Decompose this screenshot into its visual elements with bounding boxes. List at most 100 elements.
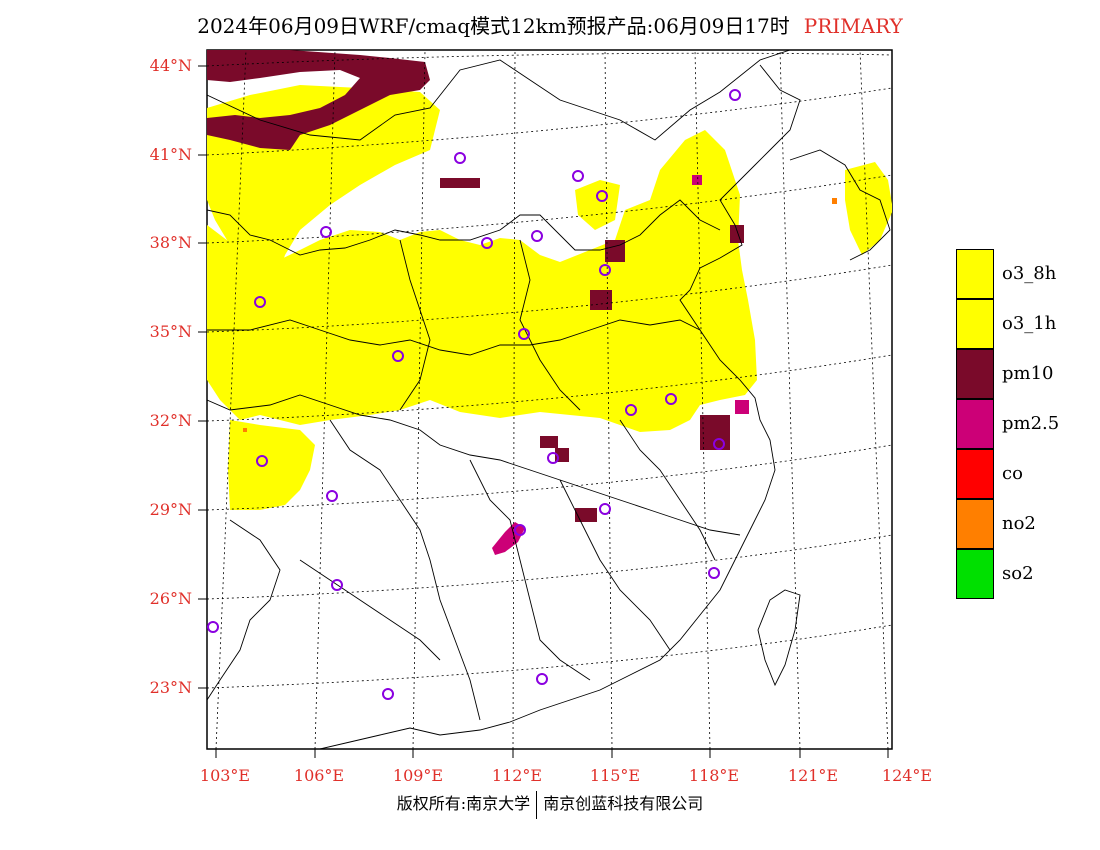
copyright-left: 版权所有:南京大学 bbox=[396, 794, 531, 813]
legend-label: no2 bbox=[1002, 513, 1036, 534]
boundary-line bbox=[789, 149, 891, 261]
station-marker bbox=[729, 89, 741, 101]
graticule-lat bbox=[207, 52, 892, 67]
pm10-patch bbox=[540, 436, 558, 448]
legend-label: co bbox=[1002, 463, 1023, 484]
pm25-patch bbox=[735, 400, 749, 414]
no2-patch bbox=[832, 198, 837, 204]
footer-divider bbox=[536, 790, 538, 819]
legend-swatch bbox=[956, 449, 994, 499]
graticule-lat bbox=[207, 174, 892, 244]
station-marker bbox=[514, 524, 526, 536]
station-marker bbox=[547, 452, 559, 464]
graticule-lon bbox=[512, 50, 516, 749]
graticule-lat bbox=[207, 534, 892, 600]
station-marker bbox=[392, 350, 404, 362]
boundary-line bbox=[299, 559, 441, 661]
station-marker bbox=[713, 438, 725, 450]
boundary-line bbox=[619, 419, 716, 561]
station-marker bbox=[518, 328, 530, 340]
station-marker bbox=[320, 226, 332, 238]
pm10-patch bbox=[440, 178, 480, 188]
no2-patch bbox=[243, 428, 247, 432]
lon-label: 118°E bbox=[688, 766, 740, 785]
graticule-lat bbox=[207, 444, 892, 511]
lat-label: 35°N bbox=[149, 322, 192, 341]
station-marker bbox=[596, 190, 608, 202]
boundary-line bbox=[519, 239, 581, 411]
lat-label: 29°N bbox=[149, 500, 192, 519]
o3-region-sw bbox=[228, 420, 315, 510]
legend-swatch bbox=[956, 399, 994, 449]
station-marker bbox=[454, 152, 466, 164]
boundary-line bbox=[399, 239, 431, 411]
graticule-lon bbox=[412, 50, 426, 749]
boundary-line bbox=[329, 419, 481, 721]
lon-label: 106°E bbox=[293, 766, 345, 785]
station-marker bbox=[625, 404, 637, 416]
graticule-lon bbox=[604, 50, 613, 749]
copyright-footer: 版权所有:南京大学 南京创蓝科技有限公司 bbox=[0, 790, 1100, 819]
boundary-line bbox=[319, 64, 801, 749]
graticule-lon bbox=[215, 50, 247, 749]
graticule-lat bbox=[207, 264, 892, 333]
pm25-patch bbox=[692, 175, 702, 185]
pm25-region bbox=[492, 522, 525, 555]
boundary-line bbox=[559, 479, 671, 651]
pm10-patch bbox=[605, 240, 625, 262]
boundary-line bbox=[207, 319, 701, 356]
graticule-lon bbox=[779, 50, 801, 749]
legend-swatch bbox=[956, 349, 994, 399]
lat-label: 44°N bbox=[149, 56, 192, 75]
legend-swatch bbox=[956, 549, 994, 599]
station-marker bbox=[382, 688, 394, 700]
boundary-line bbox=[207, 519, 281, 701]
boundary-line bbox=[207, 199, 721, 256]
station-marker bbox=[536, 673, 548, 685]
chart-title: 2024年06月09日WRF/cmaq模式12km预报产品:06月09日17时 P… bbox=[0, 10, 1100, 39]
graticule-lon bbox=[859, 50, 889, 749]
pm10-patch bbox=[590, 290, 612, 310]
station-marker bbox=[599, 503, 611, 515]
boundary-line bbox=[207, 50, 791, 141]
lon-label: 112°E bbox=[491, 766, 543, 785]
station-marker bbox=[572, 170, 584, 182]
lon-label: 124°E bbox=[881, 766, 933, 785]
graticule-lat bbox=[207, 624, 892, 689]
lat-label: 38°N bbox=[149, 233, 192, 252]
legend-swatch bbox=[956, 249, 994, 299]
legend-label: o3_8h bbox=[1002, 263, 1057, 284]
lat-label: 41°N bbox=[149, 145, 192, 164]
boundary-line bbox=[469, 459, 591, 681]
station-marker bbox=[207, 621, 219, 633]
station-marker bbox=[708, 567, 720, 579]
station-marker bbox=[481, 237, 493, 249]
pm10-region-north bbox=[207, 50, 430, 150]
legend-swatch bbox=[956, 499, 994, 549]
legend-label: pm10 bbox=[1002, 363, 1054, 384]
graticule-lat bbox=[207, 87, 892, 156]
graticule-lon bbox=[314, 50, 336, 749]
station-marker bbox=[599, 264, 611, 276]
legend-label: pm2.5 bbox=[1002, 413, 1060, 434]
lon-label: 109°E bbox=[392, 766, 444, 785]
o3-region-main bbox=[207, 130, 757, 432]
title-text: 2024年06月09日WRF/cmaq模式12km预报产品:06月09日17时 bbox=[197, 14, 790, 38]
lon-label: 115°E bbox=[589, 766, 641, 785]
station-marker bbox=[665, 393, 677, 405]
title-tag: PRIMARY bbox=[803, 14, 903, 38]
legend-label: so2 bbox=[1002, 563, 1034, 584]
lon-label: 103°E bbox=[199, 766, 251, 785]
boundary-line bbox=[207, 394, 741, 536]
lon-label: 121°E bbox=[787, 766, 839, 785]
station-marker bbox=[326, 490, 338, 502]
legend-label: o3_1h bbox=[1002, 313, 1057, 334]
station-marker bbox=[254, 296, 266, 308]
taiwan-outline bbox=[757, 589, 801, 687]
station-marker bbox=[331, 579, 343, 591]
graticule-lon bbox=[694, 50, 711, 749]
lat-label: 32°N bbox=[149, 411, 192, 430]
graticule-lat bbox=[207, 354, 892, 422]
station-marker bbox=[256, 455, 268, 467]
